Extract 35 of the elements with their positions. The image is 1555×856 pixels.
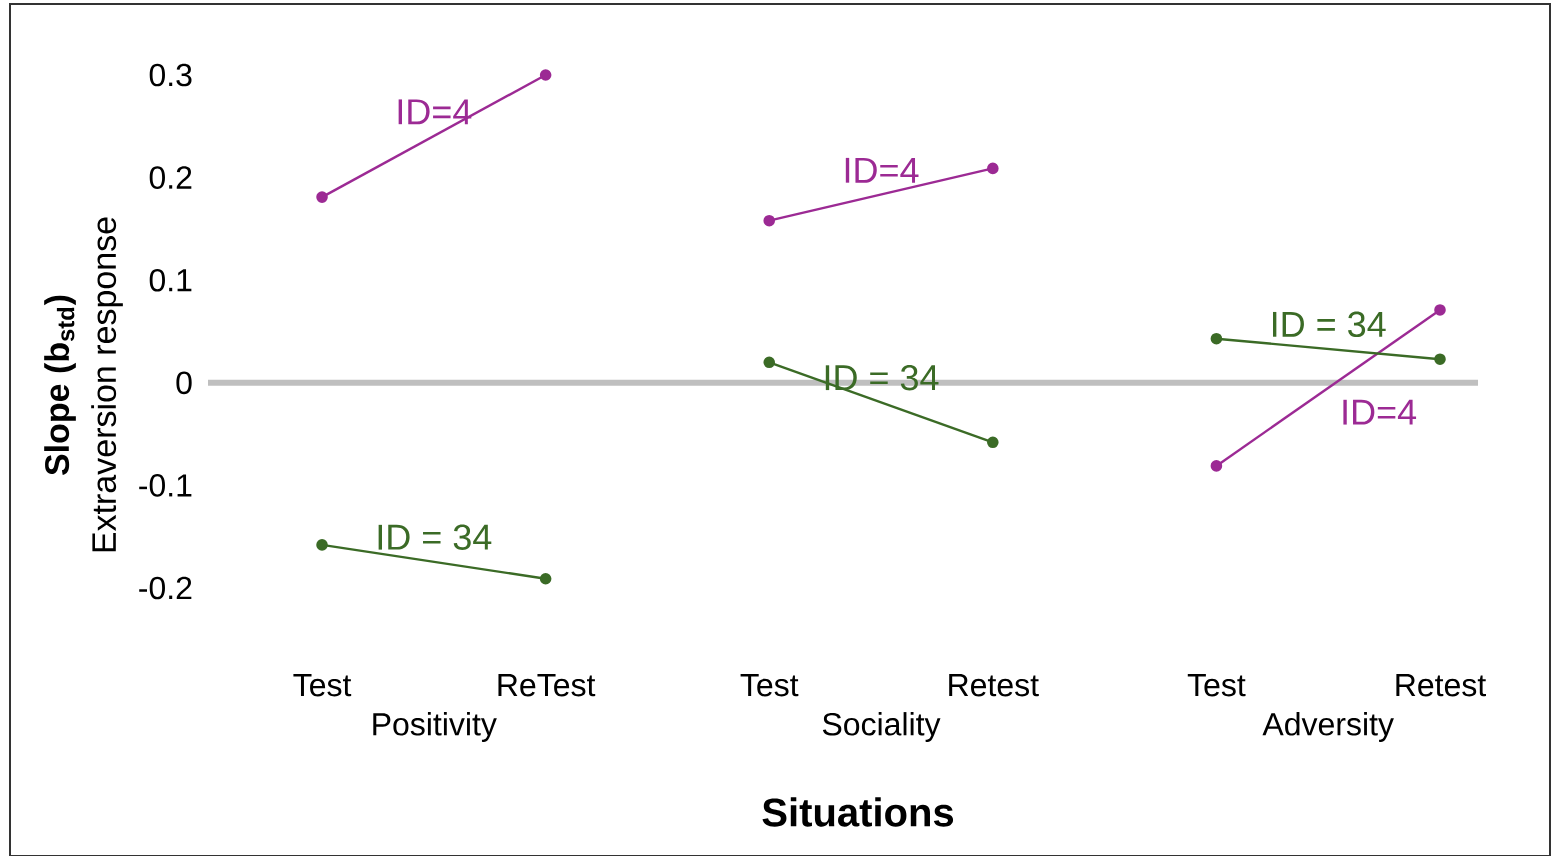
text: Adversity — [1262, 712, 1394, 742]
x-tick-label: Test — [1187, 674, 1246, 697]
series-label: ID = 34 — [378, 524, 492, 550]
x-axis-title: Situations — [762, 797, 954, 827]
point — [539, 69, 552, 81]
y-tick-label: -0.1 — [139, 474, 192, 497]
y-tick-label: 0.2 — [149, 166, 192, 189]
x-tick-label: Test — [740, 674, 799, 697]
point — [763, 214, 776, 227]
series-label: ID=4 — [398, 99, 472, 125]
y-tick-label: 0.3 — [149, 63, 192, 87]
series-label: ID = 34 — [1273, 311, 1386, 338]
point — [1210, 460, 1223, 472]
y-tick-label: -0.2 — [139, 576, 192, 600]
x-tick-label: Retest — [1396, 674, 1486, 697]
point — [1434, 353, 1446, 366]
point — [763, 356, 776, 369]
point — [539, 572, 552, 585]
point — [1210, 332, 1223, 345]
y-tick-label: 0.1 — [149, 268, 192, 292]
point — [987, 162, 999, 175]
text: Sociality — [822, 712, 941, 742]
point — [1434, 304, 1446, 316]
series-label: ID=4 — [845, 157, 919, 183]
point — [987, 436, 999, 449]
y-axis-title: Slope (b$_{std}$) — [44, 295, 76, 476]
text: Extraversion response — [91, 217, 123, 552]
series-label: ID=4 — [1343, 399, 1417, 425]
point — [316, 539, 328, 551]
x-tick-label: ReTest — [498, 674, 596, 697]
x-tick-label: Retest — [949, 674, 1039, 697]
point — [316, 191, 328, 203]
text: Positivity — [373, 712, 497, 742]
x-tick-label: Test — [293, 674, 352, 697]
y-tick-label: 0 — [176, 371, 192, 395]
